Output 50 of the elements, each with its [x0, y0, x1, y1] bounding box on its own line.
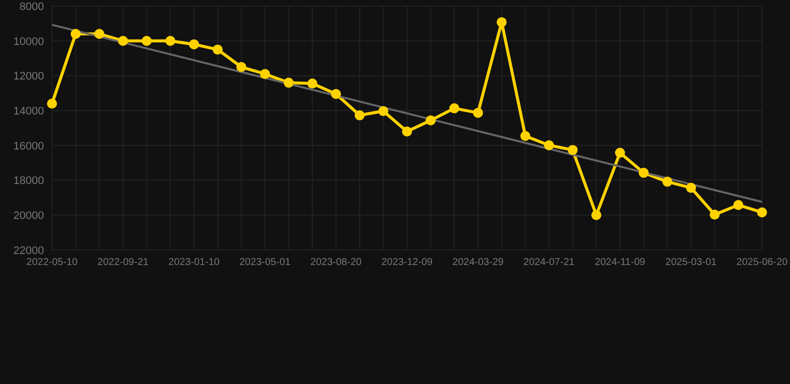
- point: [544, 140, 554, 150]
- x-tick-label: 2024-11-09: [594, 257, 646, 268]
- point: [615, 148, 625, 158]
- point: [426, 115, 436, 126]
- point: [473, 108, 483, 118]
- y-tick-label: 10000: [13, 36, 44, 48]
- x-tick-label: 2022-09-21: [97, 257, 150, 268]
- y-tick-label: 20000: [13, 210, 44, 222]
- point: [47, 98, 57, 109]
- x-tick-label: 2025-03-01: [665, 257, 718, 268]
- point: [402, 126, 412, 136]
- point: [94, 28, 104, 39]
- point: [496, 17, 507, 28]
- y-tick-label: 12000: [13, 70, 44, 83]
- x-tick-label: 2023-05-01: [239, 257, 292, 268]
- point: [70, 28, 81, 39]
- point: [378, 106, 388, 116]
- point: [354, 110, 365, 120]
- x-tick-label: 2023-12-09: [381, 257, 434, 268]
- x-tick-label: 2025-06-20: [736, 257, 788, 268]
- point: [260, 68, 270, 79]
- point: [118, 36, 128, 46]
- point: [520, 131, 530, 142]
- point: [307, 78, 318, 89]
- x-tick-label: 2024-07-21: [523, 257, 576, 268]
- x-tick-label: 2022-05-10: [26, 257, 78, 268]
- y-tick-label: 18000: [13, 175, 44, 188]
- point: [236, 62, 246, 72]
- point: [165, 36, 176, 46]
- y-tick-label: 8000: [20, 0, 44, 13]
- point: [284, 78, 294, 88]
- point: [212, 44, 223, 55]
- point: [686, 182, 696, 193]
- point: [568, 144, 578, 155]
- point: [733, 200, 744, 210]
- point: [189, 39, 199, 50]
- y-tick-label: 22000: [13, 244, 44, 257]
- point: [449, 103, 460, 114]
- x-tick-label: 2023-01-10: [168, 257, 220, 268]
- x-tick-label: 2024-03-29: [452, 257, 504, 268]
- y-tick-label: 14000: [13, 105, 44, 118]
- point: [710, 210, 720, 220]
- point: [591, 210, 602, 220]
- x-tick-label: 2023-08-20: [310, 257, 362, 268]
- y-tick-label: 16000: [13, 140, 44, 152]
- point: [757, 207, 767, 218]
- point: [662, 176, 672, 187]
- point: [331, 89, 341, 100]
- point: [638, 168, 649, 178]
- point: [142, 36, 152, 46]
